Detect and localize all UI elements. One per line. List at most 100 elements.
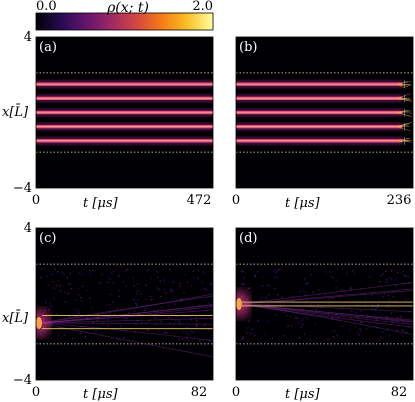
panel-label: (a) xyxy=(39,40,57,55)
speckle xyxy=(190,330,193,333)
speckle xyxy=(333,330,336,332)
speckle xyxy=(305,282,308,285)
speckle xyxy=(153,309,155,311)
speckle xyxy=(75,308,78,311)
speckle xyxy=(183,274,186,276)
speckle xyxy=(178,320,180,322)
fray-mark xyxy=(396,123,410,127)
speckle xyxy=(356,316,359,319)
speckle xyxy=(145,322,147,324)
speckle xyxy=(43,309,46,311)
speckle xyxy=(159,295,162,298)
speckle xyxy=(303,333,306,335)
speckle xyxy=(352,270,354,272)
speckle xyxy=(383,293,386,295)
y-axis-label-top: x[L̄] xyxy=(2,104,29,120)
speckle xyxy=(72,337,74,340)
speckle xyxy=(122,281,124,283)
trajectory xyxy=(39,309,213,324)
speckle xyxy=(395,285,397,287)
speckle xyxy=(333,336,335,338)
speckle xyxy=(182,330,185,333)
speckle xyxy=(196,319,198,322)
speckle xyxy=(192,331,194,334)
speckle xyxy=(186,332,188,335)
speckle xyxy=(332,318,334,321)
speckle xyxy=(147,329,149,331)
speckle xyxy=(386,316,388,318)
speckle xyxy=(345,272,348,275)
speckle xyxy=(148,320,150,322)
speckle xyxy=(241,338,244,341)
speckle xyxy=(98,282,101,284)
speckle xyxy=(298,297,301,299)
speckle xyxy=(113,270,115,272)
panel-frame xyxy=(235,36,414,189)
speckle xyxy=(277,269,280,271)
speckle xyxy=(267,284,269,286)
speckle xyxy=(70,287,73,290)
speckle xyxy=(145,298,147,300)
panel-b: (b) 0 236 xyxy=(232,36,414,208)
speckle xyxy=(247,287,250,290)
speckle xyxy=(367,314,369,316)
speckle xyxy=(205,288,207,291)
speckle xyxy=(327,337,329,340)
speckle xyxy=(160,320,162,323)
speckle xyxy=(277,294,279,296)
speckle xyxy=(163,279,165,281)
speckle xyxy=(375,319,378,321)
speckle xyxy=(198,304,200,307)
speckle xyxy=(190,284,193,287)
speckle xyxy=(306,317,309,320)
speckle xyxy=(109,278,111,281)
speckle xyxy=(335,287,337,289)
speckle xyxy=(349,328,351,331)
speckle xyxy=(184,315,186,317)
speckle xyxy=(302,323,304,326)
speckle xyxy=(51,273,53,276)
speckle xyxy=(404,275,407,277)
colorbar-max-label: 2.0 xyxy=(192,0,213,14)
x-tick-label: 82 xyxy=(391,385,408,400)
speckle xyxy=(155,323,157,326)
speckle xyxy=(106,325,109,327)
speckle xyxy=(395,300,397,303)
speckle xyxy=(135,302,137,305)
speckle xyxy=(69,283,71,285)
x-tick-label: 236 xyxy=(387,193,412,208)
speckle xyxy=(405,299,407,302)
speckle xyxy=(360,321,363,323)
speckle xyxy=(391,269,393,272)
speckle xyxy=(175,315,177,317)
speckle xyxy=(310,273,312,276)
speckle xyxy=(396,271,399,274)
speckle xyxy=(253,334,256,337)
speckle xyxy=(392,320,394,323)
speckle xyxy=(57,280,59,282)
speckle xyxy=(190,319,193,321)
speckle xyxy=(171,290,173,293)
speckle xyxy=(63,273,65,276)
speckle xyxy=(111,272,113,274)
speckle xyxy=(91,307,93,309)
speckle xyxy=(67,292,69,295)
speckle xyxy=(305,300,308,302)
speckle xyxy=(78,271,81,274)
speckle xyxy=(266,303,268,306)
speckle xyxy=(401,321,403,323)
y-tick-label: 4 xyxy=(24,221,32,236)
speckle xyxy=(113,313,116,316)
speckle xyxy=(150,296,152,298)
speckle xyxy=(140,293,142,295)
speckle xyxy=(152,298,155,301)
speckle xyxy=(95,330,97,332)
speckle xyxy=(274,287,276,290)
speckle xyxy=(357,332,359,334)
speckle xyxy=(386,278,388,281)
speckle xyxy=(387,294,390,297)
fray-mark xyxy=(396,112,411,117)
speckle xyxy=(385,270,387,272)
speckle xyxy=(390,278,392,280)
speckle xyxy=(81,300,83,302)
